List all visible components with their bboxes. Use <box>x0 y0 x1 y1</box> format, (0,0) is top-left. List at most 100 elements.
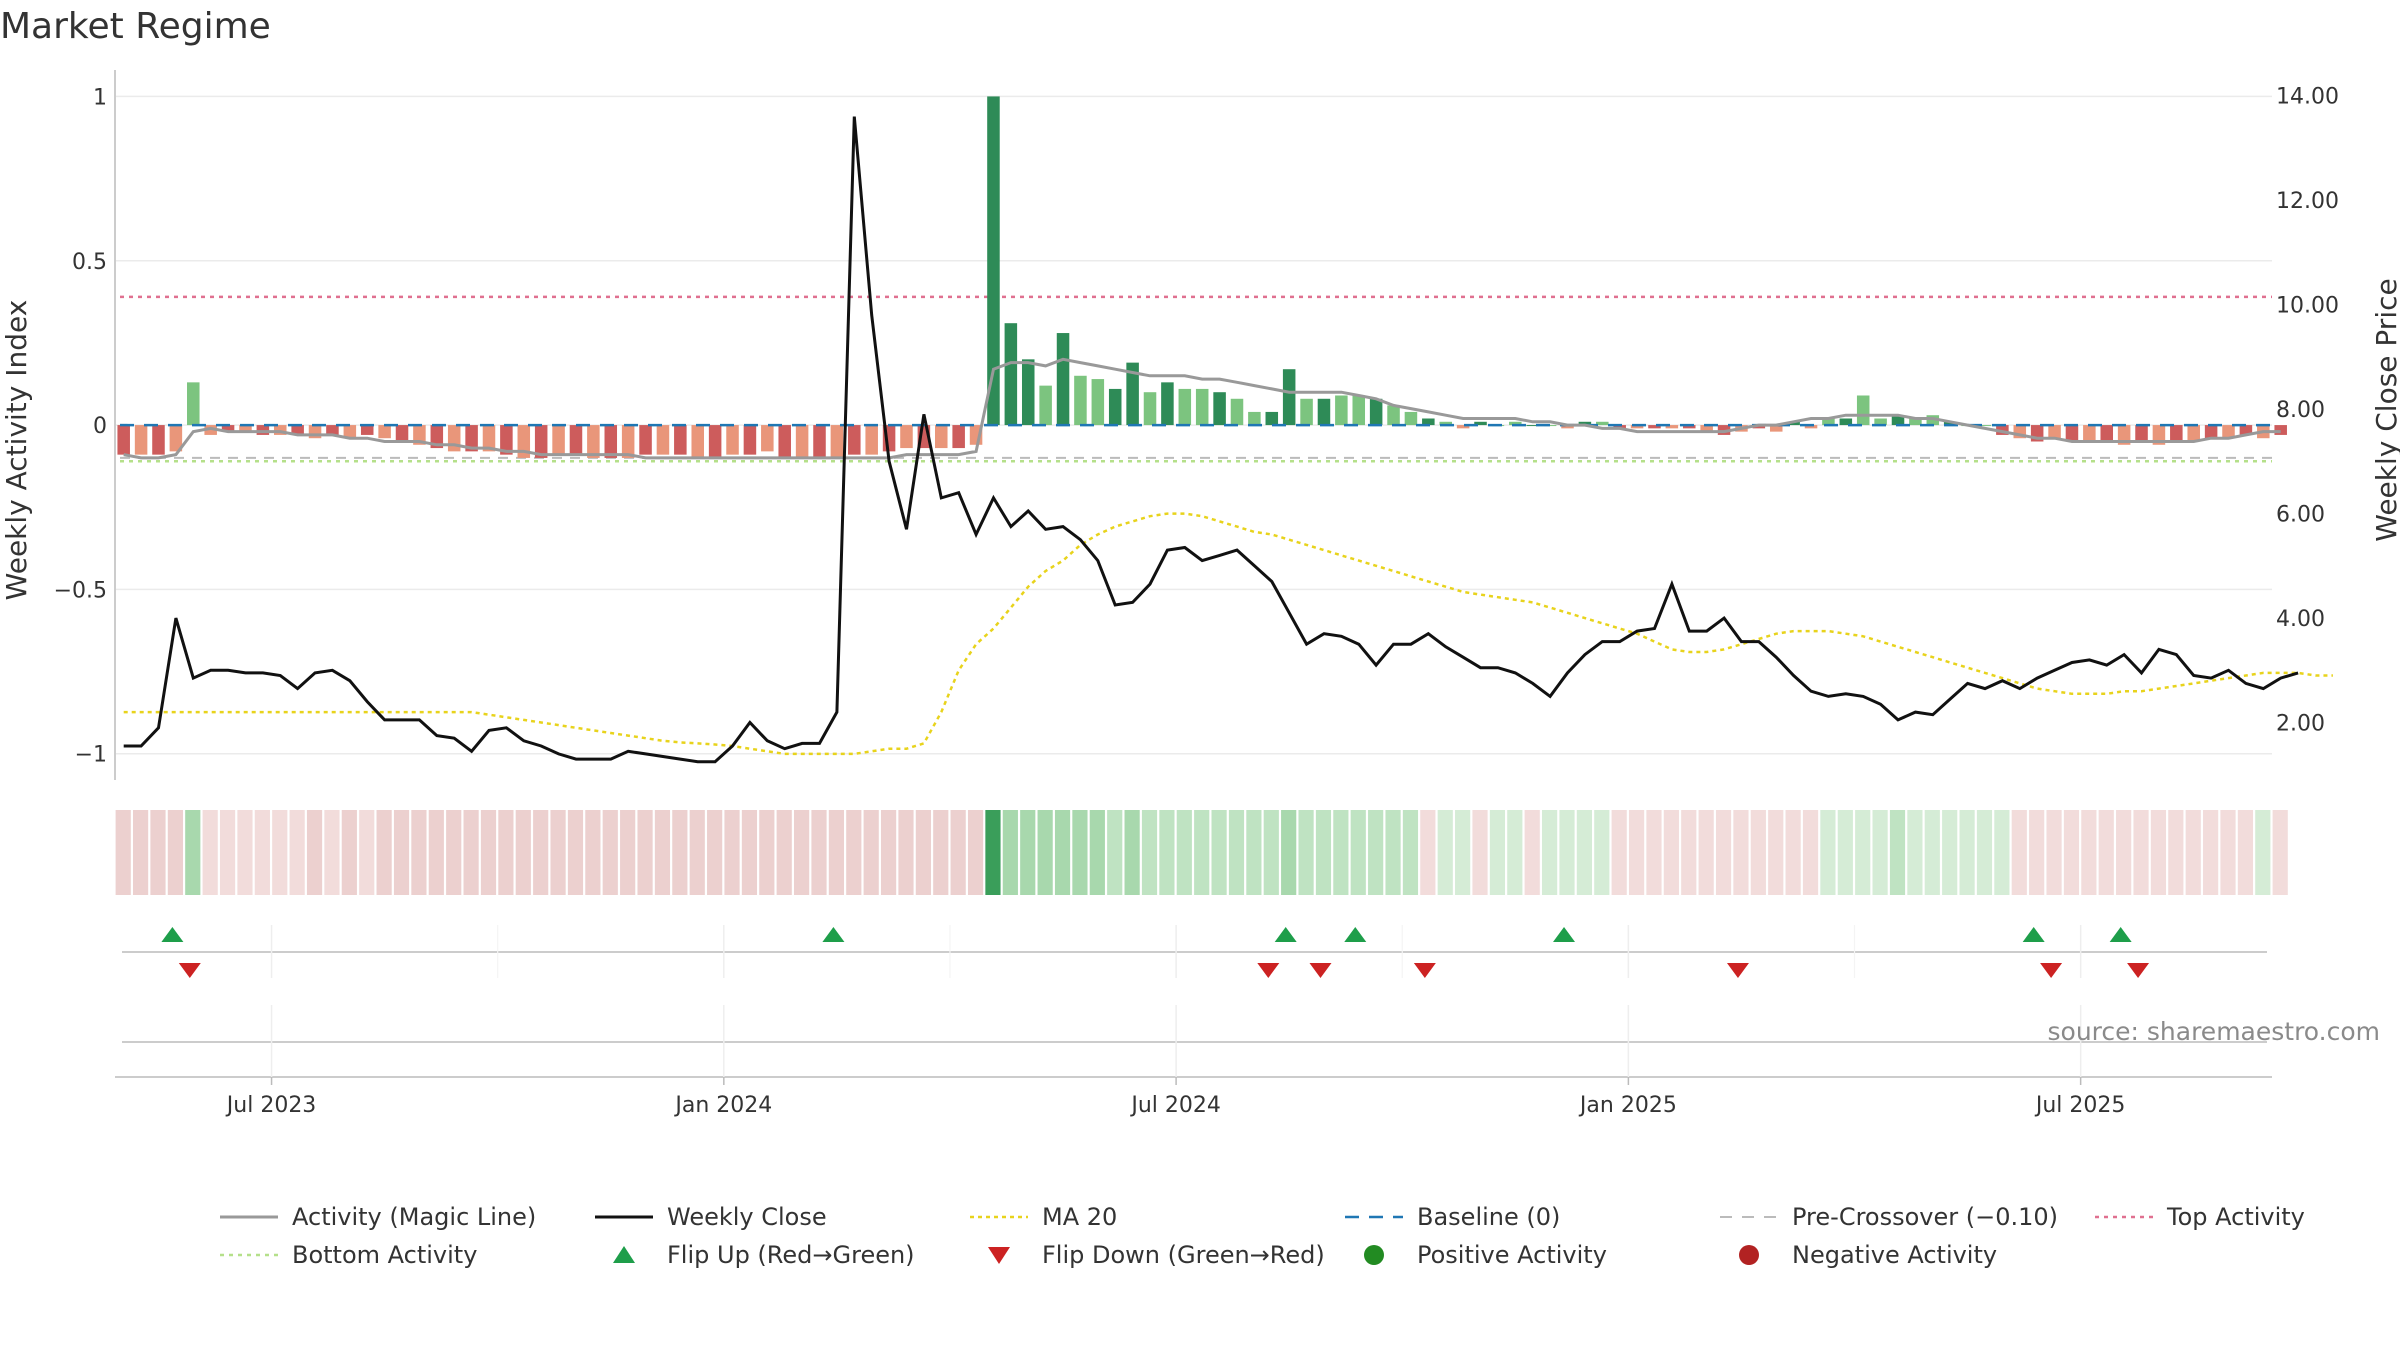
activity-bar <box>256 425 270 435</box>
activity-bar <box>1282 369 1296 426</box>
activity-bar <box>1091 379 1105 426</box>
activity-bar <box>2274 425 2287 435</box>
regime-cell <box>1855 810 1871 895</box>
regime-cell <box>324 810 340 895</box>
y-left-tick: −0.5 <box>54 578 107 603</box>
activity-bar <box>1108 388 1122 426</box>
regime-cell <box>1976 810 1993 895</box>
activity-bar <box>1822 418 1835 426</box>
activity-bar <box>152 425 165 455</box>
y-right-tick: 4.00 <box>2276 607 2325 632</box>
activity-bar <box>1178 388 1192 426</box>
flip-panel <box>122 925 2267 978</box>
activity-bar <box>1891 415 1905 426</box>
activity-bar <box>1126 362 1139 426</box>
activity-bar <box>291 425 304 435</box>
activity-bar <box>987 96 1000 426</box>
regime-cell <box>1663 810 1679 895</box>
legend-item: MA 20 <box>970 1203 1117 1231</box>
activity-bar <box>1248 411 1261 426</box>
regime-cell <box>185 810 201 895</box>
regime-cell <box>446 810 462 895</box>
regime-cell <box>393 810 410 895</box>
regime-cell <box>1333 810 1349 895</box>
activity-bar <box>360 425 374 435</box>
regime-cell <box>1628 810 1645 895</box>
regime-cell <box>1263 810 1279 895</box>
regime-cell <box>1385 810 1401 895</box>
y-left-tick: 0.5 <box>72 250 107 275</box>
regime-cell <box>1368 810 1384 895</box>
regime-cell <box>376 810 392 895</box>
activity-bar <box>2152 425 2166 445</box>
x-tick-label: Jan 2025 <box>1578 1093 1677 1118</box>
activity-bar <box>1874 418 1887 426</box>
y-left-axis-label: Weekly Activity Index <box>0 300 33 601</box>
regime-cell <box>1542 810 1558 895</box>
activity-bar <box>204 425 217 435</box>
flip-up-marker <box>2022 927 2045 942</box>
regime-cell <box>272 810 288 895</box>
activity-bar <box>1665 425 1679 429</box>
regime-cell <box>2203 810 2219 895</box>
activity-bar <box>1648 425 1661 429</box>
activity-bar <box>1804 425 1818 429</box>
regime-cell <box>1054 810 1071 895</box>
regime-cell <box>985 810 1001 895</box>
activity-bar <box>2239 425 2253 435</box>
legend-label: Baseline (0) <box>1417 1203 1560 1231</box>
regime-cell <box>2168 810 2184 895</box>
regime-cell <box>1611 810 1627 895</box>
regime-cell <box>1924 810 1940 895</box>
regime-cell <box>1820 810 1836 895</box>
flip-down-marker <box>1257 963 1280 978</box>
activity-bar <box>656 425 670 455</box>
activity-bar <box>1839 418 1853 426</box>
activity-bar <box>639 425 652 455</box>
regime-cell <box>428 810 444 895</box>
regime-cell <box>411 810 427 895</box>
activity-bar <box>743 425 757 455</box>
activity-bar <box>1317 398 1331 426</box>
activity-bar <box>848 425 861 455</box>
regime-cell <box>1681 810 1697 895</box>
regime-cell <box>933 810 949 895</box>
y-left-tick: −1 <box>75 743 107 768</box>
activity-bar <box>430 425 444 449</box>
regime-cell <box>359 810 375 895</box>
regime-cell <box>2220 810 2236 895</box>
regime-cell <box>654 810 671 895</box>
activity-bar <box>900 425 913 449</box>
regime-cell <box>1889 810 1906 895</box>
regime-cell <box>115 810 131 895</box>
regime-cell <box>776 810 792 895</box>
flip-up-marker <box>1274 927 1297 942</box>
main-panel: 1 0.5 0 −0.5 −1 14.00 12.00 10.00 8.00 6.00 4.00 2.… <box>0 70 2400 780</box>
activity-bar <box>2100 425 2114 442</box>
regime-cell <box>2272 810 2288 895</box>
regime-cell <box>2116 810 2132 895</box>
regime-cell <box>846 810 862 895</box>
activity-bar <box>1561 425 1574 429</box>
activity-bar <box>1613 425 1626 429</box>
regime-cell <box>1472 810 1488 895</box>
regime-cell <box>1785 810 1801 895</box>
regime-cell <box>1124 810 1140 895</box>
regime-cell <box>132 810 149 895</box>
activity-bar <box>273 425 287 435</box>
activity-bar <box>117 425 130 455</box>
regime-cell <box>898 810 914 895</box>
regime-cell <box>498 810 514 895</box>
regime-cell <box>219 810 236 895</box>
legend-label: Negative Activity <box>1792 1241 1997 1269</box>
regime-cell <box>2011 810 2027 895</box>
regime-cell <box>1507 810 1523 895</box>
y-right-tick: 6.00 <box>2276 503 2325 528</box>
regime-cell <box>2150 810 2167 895</box>
legend-item: Positive Activity <box>1364 1241 1607 1269</box>
x-tick-label: Jan 2024 <box>673 1093 772 1118</box>
activity-bar <box>1996 425 2009 435</box>
regime-cell <box>915 810 931 895</box>
chart-title: Market Regime <box>0 6 271 47</box>
regime-cell <box>1420 810 1436 895</box>
